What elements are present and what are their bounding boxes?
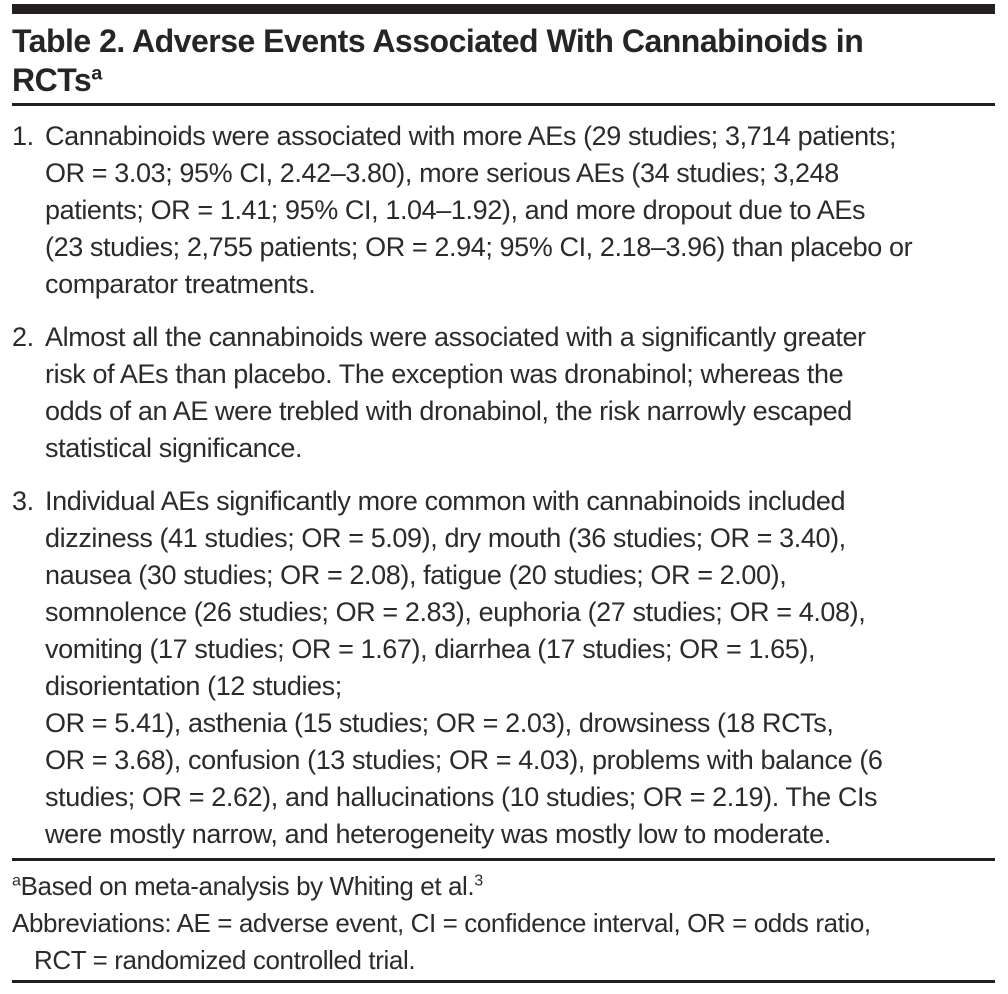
- list-item-text: Individual AEs significantly more common…: [45, 486, 883, 849]
- list-item-number: 3.: [12, 486, 34, 516]
- list-item: 2. Almost all the cannabinoids were asso…: [12, 319, 995, 467]
- list-item-number: 2.: [12, 322, 34, 352]
- abbreviations-note: Abbreviations: AE = adverse event, CI = …: [12, 908, 871, 975]
- footnotes-block: aBased on meta-analysis by Whiting et al…: [12, 868, 995, 979]
- table-title-line1: Table 2. Adverse Events Associated With …: [12, 23, 864, 59]
- bottom-rule: [12, 980, 995, 983]
- key-points-list: 1. Cannabinoids were associated with mor…: [12, 118, 995, 853]
- list-item-text: Almost all the cannabinoids were associa…: [45, 322, 866, 463]
- footnote-a-text: Based on meta-analysis by Whiting et al.: [20, 871, 475, 901]
- footnote-a-reference-superscript: 3: [474, 871, 483, 890]
- title-divider-rule: [12, 103, 995, 106]
- footnote-a: aBased on meta-analysis by Whiting et al…: [12, 868, 995, 905]
- footnote-divider-rule: [12, 858, 995, 861]
- list-item-number: 1.: [12, 121, 34, 151]
- list-item-text: Cannabinoids were associated with more A…: [45, 121, 913, 299]
- top-rule: [12, 4, 995, 14]
- list-item: 1. Cannabinoids were associated with mor…: [12, 118, 995, 303]
- list-item: 3. Individual AEs significantly more com…: [12, 483, 995, 853]
- table-title: Table 2. Adverse Events Associated With …: [12, 22, 995, 100]
- table-title-footnote-marker: a: [91, 62, 102, 85]
- table-title-line2: RCTs: [12, 62, 92, 98]
- footnote-a-marker: a: [12, 871, 21, 890]
